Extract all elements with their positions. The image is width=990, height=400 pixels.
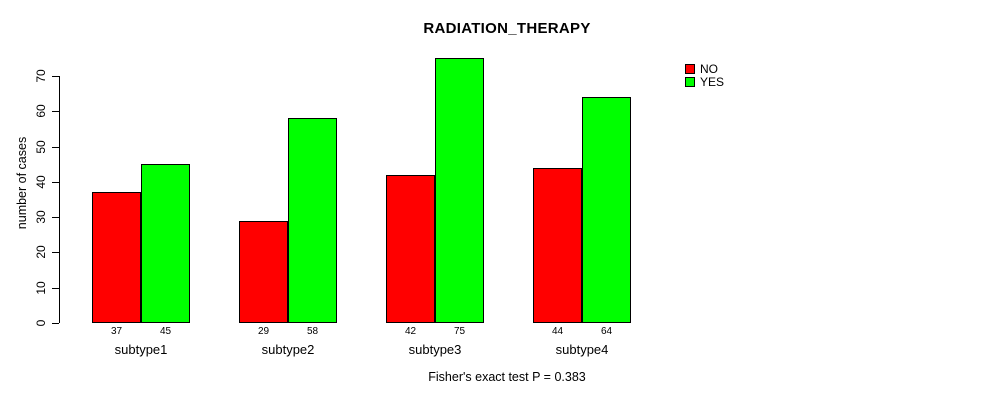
y-tick-label: 60 — [34, 104, 48, 118]
footnote-text: Fisher's exact test P = 0.383 — [428, 370, 586, 384]
y-tick-mark — [52, 288, 59, 289]
y-tick-label: 40 — [34, 175, 48, 189]
y-tick-label: 30 — [34, 210, 48, 224]
legend-swatch-yes — [685, 77, 695, 87]
bar-value-label: 29 — [257, 326, 270, 337]
bar-value-label: 42 — [404, 326, 417, 337]
bar-yes-subtype4 — [582, 97, 631, 323]
y-tick-mark — [52, 217, 59, 218]
bar-no-subtype4 — [533, 168, 582, 323]
x-category-label: subtype3 — [408, 342, 462, 357]
bar-value-label: 75 — [453, 326, 466, 337]
y-tick-label: 10 — [34, 281, 48, 295]
bar-value-label: 44 — [551, 326, 564, 337]
bar-value-label: 58 — [306, 326, 319, 337]
x-category-label: subtype2 — [261, 342, 315, 357]
y-tick-mark — [52, 147, 59, 148]
x-category-label: subtype4 — [555, 342, 609, 357]
chart-title: RADIATION_THERAPY — [423, 20, 591, 37]
legend-label: YES — [700, 75, 725, 89]
bar-no-subtype1 — [92, 192, 141, 323]
y-axis-line — [59, 76, 60, 323]
y-axis-label: number of cases — [15, 136, 29, 230]
legend-swatch-no — [685, 64, 695, 74]
bar-no-subtype2 — [239, 221, 288, 323]
bar-value-label: 45 — [159, 326, 172, 337]
y-tick-label: 0 — [34, 319, 48, 327]
y-tick-mark — [52, 76, 59, 77]
bar-value-label: 37 — [110, 326, 123, 337]
y-tick-label: 20 — [34, 245, 48, 259]
x-category-label: subtype1 — [114, 342, 168, 357]
y-tick-label: 70 — [34, 69, 48, 83]
legend-item-no: NO — [685, 63, 724, 75]
y-tick-label: 50 — [34, 140, 48, 154]
bar-no-subtype3 — [386, 175, 435, 323]
legend: NO YES — [685, 63, 724, 89]
legend-label: NO — [700, 62, 718, 76]
y-tick-mark — [52, 252, 59, 253]
bar-yes-subtype1 — [141, 164, 190, 323]
bar-value-label: 64 — [600, 326, 613, 337]
bar-yes-subtype3 — [435, 58, 484, 323]
legend-item-yes: YES — [685, 76, 724, 88]
bar-yes-subtype2 — [288, 118, 337, 323]
y-tick-mark — [52, 182, 59, 183]
y-tick-mark — [52, 111, 59, 112]
y-tick-mark — [52, 323, 59, 324]
